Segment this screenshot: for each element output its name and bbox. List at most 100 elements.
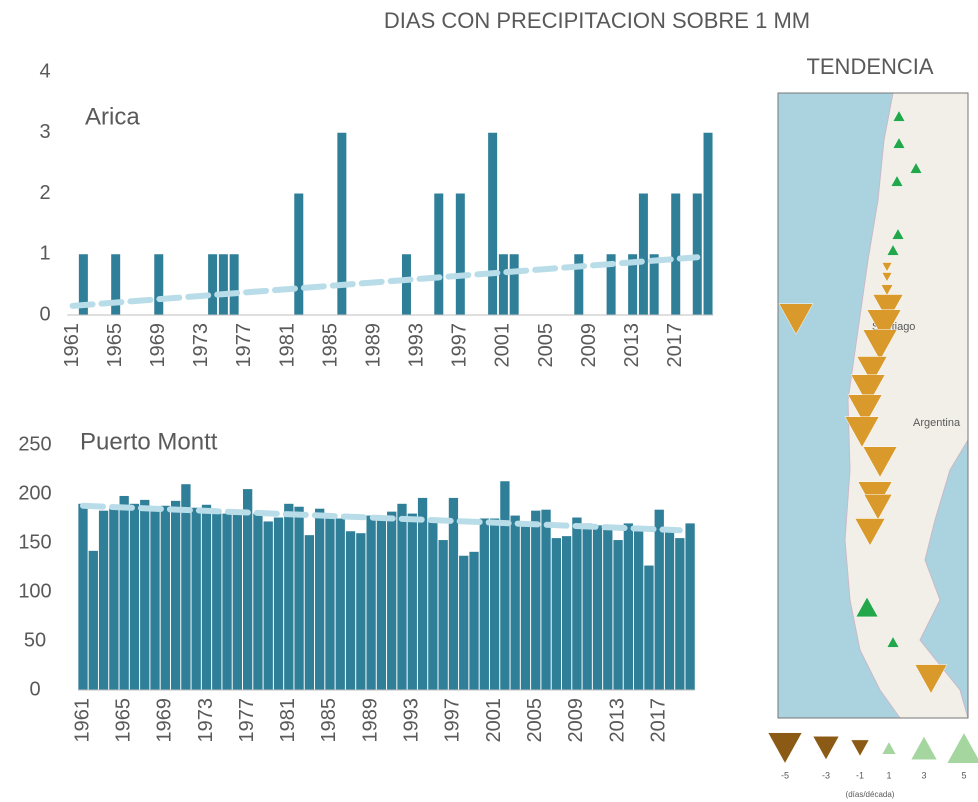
trend-up-marker: [890, 175, 904, 187]
legend-label: 3: [921, 770, 926, 780]
x-tick-label: 1969: [147, 323, 169, 368]
bar: [582, 523, 592, 690]
bar: [397, 503, 407, 690]
x-tick-label: 1973: [190, 323, 212, 368]
trend-down-marker: [866, 309, 902, 341]
trend-down-marker: [847, 394, 883, 426]
trend-down-marker: [856, 356, 888, 385]
x-tick-label: 2017: [664, 323, 686, 368]
trend-up-marker: [886, 636, 900, 648]
bar: [498, 254, 508, 315]
bar: [448, 497, 459, 690]
x-tick-label: 1985: [319, 323, 341, 368]
bar: [88, 550, 98, 690]
legend-label: -3: [822, 770, 830, 780]
bar: [634, 528, 644, 690]
bar: [592, 525, 603, 690]
bar: [488, 132, 498, 315]
legend-marker: [767, 732, 803, 764]
x-tick-label: 1961: [61, 323, 83, 368]
legend-label: -1: [856, 770, 864, 780]
legend-marker: [946, 732, 978, 764]
bar: [664, 531, 675, 690]
trend-down-marker: [844, 416, 880, 448]
y-tick-label: 150: [18, 531, 51, 553]
bar: [438, 540, 448, 690]
place-label: Argentina: [913, 417, 961, 429]
bar: [201, 504, 212, 690]
trend-up-marker: [892, 137, 906, 149]
bar: [703, 132, 713, 315]
bar: [119, 495, 129, 690]
trend-line: [69, 254, 701, 309]
y-tick-label: 3: [39, 121, 50, 143]
map: Santiago Argentina: [778, 93, 968, 718]
bar: [428, 521, 438, 690]
bar: [479, 518, 489, 690]
x-tick-label: 1977: [233, 323, 255, 368]
y-tick-label: 0: [39, 303, 50, 325]
x-tick-label: 2005: [524, 698, 546, 743]
bar: [129, 503, 140, 690]
bar: [263, 521, 273, 690]
land: [844, 93, 968, 718]
x-tick-label: 1989: [362, 323, 384, 368]
trend-down-marker: [872, 294, 904, 323]
bar: [376, 517, 387, 690]
legend-marker: [881, 741, 897, 755]
x-tick-label: 1973: [195, 698, 217, 743]
x-tick-label: 1993: [401, 698, 423, 743]
trend-up-marker: [886, 244, 900, 256]
legend-marker: [910, 735, 938, 760]
bar: [109, 508, 119, 690]
x-tick-label: 1981: [276, 323, 298, 368]
bar: [675, 538, 685, 690]
bar: [242, 489, 253, 690]
legend-marker: [812, 736, 840, 761]
x-tick-label: 2017: [648, 698, 670, 743]
x-tick-label: 2013: [621, 323, 643, 368]
x-tick-label: 2001: [483, 698, 505, 743]
bar: [531, 510, 541, 690]
trend-down-marker: [863, 494, 893, 521]
bar: [644, 565, 654, 690]
x-tick-label: 1961: [71, 698, 93, 743]
x-tick-label: 1989: [359, 698, 381, 743]
bar: [434, 193, 444, 315]
bar: [232, 510, 242, 690]
trend-up-marker: [909, 162, 923, 174]
y-tick-label: 100: [18, 580, 51, 602]
bar: [304, 535, 315, 690]
x-tick-label: 2009: [565, 698, 587, 743]
trend-down-marker: [914, 664, 948, 694]
x-tick-label: 1985: [318, 698, 340, 743]
bar: [229, 254, 239, 315]
bar: [366, 515, 376, 690]
legend-label: 1: [886, 770, 891, 780]
y-tick-label: 250: [18, 433, 51, 455]
bar: [78, 254, 88, 315]
bar: [520, 525, 531, 690]
x-tick-label: 2005: [535, 323, 557, 368]
bar: [154, 254, 164, 315]
x-tick-label: 1965: [104, 323, 126, 368]
bar: [284, 503, 294, 690]
bar: [294, 506, 304, 690]
trend-down-marker: [850, 374, 886, 406]
trend-down-marker: [862, 329, 898, 361]
bar: [459, 555, 469, 690]
trend-line: [80, 502, 683, 534]
trend-down-marker: [881, 262, 893, 273]
bar: [606, 254, 616, 315]
bar: [170, 500, 181, 690]
bar: [489, 518, 500, 690]
x-tick-label: 1965: [112, 698, 134, 743]
legend-marker: [850, 739, 870, 757]
bar: [574, 254, 584, 315]
bar: [181, 484, 191, 690]
bar: [572, 517, 582, 690]
bar: [337, 132, 347, 315]
bar: [561, 536, 572, 690]
bar: [335, 518, 345, 690]
